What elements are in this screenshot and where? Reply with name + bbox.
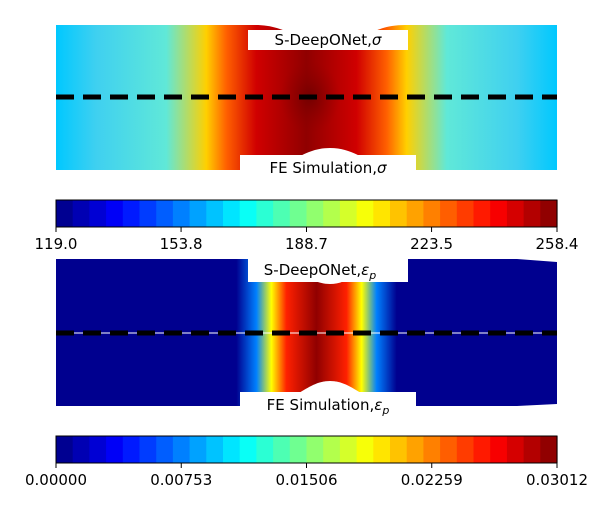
strain-colorbar-bin (122, 436, 141, 463)
stress-colorbar-bin (423, 200, 441, 227)
stress-colorbar-bin (323, 200, 341, 227)
stress-colorbar-bin (390, 200, 408, 227)
strain-colorbar-bin (172, 436, 191, 463)
strain-colorbar-tick-label: 0.03012 (526, 471, 588, 489)
strain-colorbar-bin (56, 436, 74, 463)
strain-colorbar-bin (223, 436, 241, 463)
strain-colorbar-bin (473, 436, 491, 463)
stress-colorbar-bin (490, 200, 508, 227)
strain-colorbar-bin (256, 436, 274, 463)
strain-colorbar-bin (189, 436, 207, 463)
strain-colorbar-tick-label: 0.02259 (401, 471, 463, 489)
strain-colorbar-bin (490, 436, 508, 463)
stress-colorbar-bin (89, 200, 107, 227)
strain-colorbar-bin (523, 436, 541, 463)
strain-colorbar-tick-label: 0.00753 (150, 471, 212, 489)
stress-colorbar-tick-label: 223.5 (410, 235, 453, 253)
stress-colorbar-bin (189, 200, 207, 227)
stress-colorbar-tick-label: 119.0 (35, 235, 78, 253)
stress-colorbar-bin (172, 200, 191, 227)
strain-colorbar-bin (506, 436, 525, 463)
strain-colorbar-bin (406, 436, 424, 463)
stress-colorbar-bin (373, 200, 391, 227)
strain-colorbar-bin (356, 436, 374, 463)
stress-colorbar-bin (440, 200, 458, 227)
stress-colorbar-tick-label: 258.4 (536, 235, 579, 253)
strain-colorbar-bin (440, 436, 458, 463)
stress-top-label: S-DeepONet,σ (275, 31, 382, 49)
stress-top-label-bg (248, 30, 408, 50)
strain-top-label-bg (248, 258, 408, 282)
stress-colorbar-bin (339, 200, 358, 227)
strain-colorbar-bin (89, 436, 107, 463)
strain-colorbar-bin (273, 436, 291, 463)
strain-colorbar-tick-label: 0.01506 (275, 471, 337, 489)
stress-colorbar-bin (356, 200, 374, 227)
stress-colorbar-bin (256, 200, 274, 227)
stress-colorbar-bin (72, 200, 90, 227)
stress-colorbar-bin (306, 200, 324, 227)
stress-colorbar-bin (540, 200, 558, 227)
strain-colorbar-bin (339, 436, 358, 463)
stress-bottom-label-bg (240, 155, 416, 177)
strain-colorbar-bin (540, 436, 558, 463)
stress-colorbar-tick-label: 188.7 (285, 235, 328, 253)
strain-colorbar-bin (289, 436, 308, 463)
stress-bottom-label: FE Simulation,σ (269, 159, 387, 177)
strain-colorbar-bin (373, 436, 391, 463)
stress-colorbar-bin (122, 200, 141, 227)
strain-bottom-label: FE Simulation,εp (267, 396, 390, 417)
stress-colorbar-bin (206, 200, 224, 227)
strain-colorbar-bin (323, 436, 341, 463)
stress-colorbar-bin (506, 200, 525, 227)
strain-colorbar-bin (390, 436, 408, 463)
stress-colorbar-bin (473, 200, 491, 227)
strain-field-panel: S-DeepONet,εp FE Simulation,εp (56, 258, 557, 417)
stress-colorbar-bin (406, 200, 424, 227)
strain-bottom-label-bg (240, 392, 416, 416)
stress-field-panel: S-DeepONet,σ FE Simulation,σ (56, 25, 557, 177)
strain-colorbar-bin (72, 436, 90, 463)
stress-colorbar-bin (456, 200, 475, 227)
strain-colorbar-bin (239, 436, 257, 463)
strain-colorbar-bin (106, 436, 124, 463)
strain-colorbar-tick-label: 0.00000 (25, 471, 87, 489)
strain-colorbar-bin (423, 436, 441, 463)
stress-colorbar-bin (289, 200, 308, 227)
strain-colorbar: 0.00000 0.00753 0.01506 0.02259 0.03012 (25, 435, 588, 489)
strain-colorbar-bin (306, 436, 324, 463)
stress-colorbar: 119.0 153.8 188.7 223.5 258.4 (35, 199, 579, 253)
stress-colorbar-bin (156, 200, 174, 227)
strain-colorbar-bin (156, 436, 174, 463)
stress-colorbar-bin (239, 200, 257, 227)
strain-colorbar-bin (206, 436, 224, 463)
stress-colorbar-bin (56, 200, 74, 227)
stress-colorbar-bin (106, 200, 124, 227)
stress-colorbar-bin (523, 200, 541, 227)
strain-colorbar-bin (139, 436, 157, 463)
stress-colorbar-bin (273, 200, 291, 227)
strain-colorbar-bin (456, 436, 475, 463)
stress-colorbar-bin (223, 200, 241, 227)
strain-top-label: S-DeepONet,εp (264, 261, 376, 282)
stress-colorbar-tick-label: 153.8 (160, 235, 203, 253)
stress-colorbar-bin (139, 200, 157, 227)
